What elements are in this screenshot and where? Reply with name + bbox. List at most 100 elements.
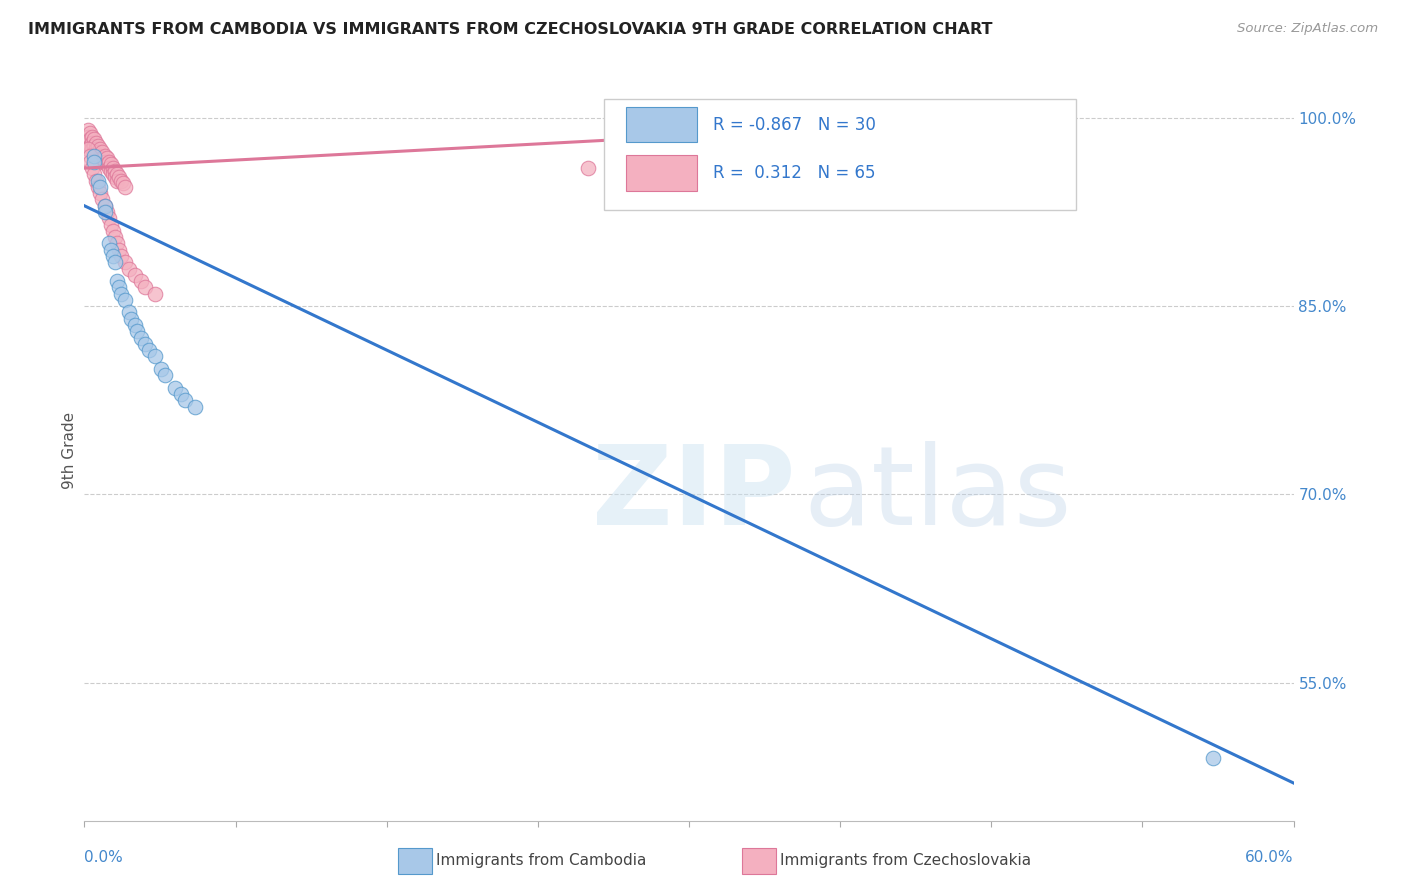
Point [86, 174, 108, 188]
Point [165, 381, 187, 395]
Text: Immigrants from Czechoslovakia: Immigrants from Czechoslovakia [780, 854, 1032, 868]
Point [111, 176, 134, 190]
Point [107, 280, 129, 294]
Point [91, 193, 114, 207]
Point [101, 224, 124, 238]
Point [79, 154, 101, 169]
Point [576, 161, 599, 175]
Point [87, 151, 110, 165]
Point [96, 151, 118, 165]
Point [124, 318, 146, 332]
Point [96, 205, 118, 219]
Point [114, 293, 136, 307]
Point [184, 400, 207, 414]
FancyBboxPatch shape [626, 155, 697, 191]
Point [79, 132, 101, 146]
Text: 0.0%: 0.0% [84, 850, 124, 865]
Text: 60.0%: 60.0% [1246, 850, 1294, 865]
Point [101, 168, 124, 182]
Point [93, 199, 115, 213]
Point [82, 142, 104, 156]
Point [138, 343, 160, 357]
Text: R =  0.312   N = 65: R = 0.312 N = 65 [713, 164, 876, 182]
Point [143, 349, 166, 363]
Point [83, 138, 105, 153]
Point [97, 161, 120, 175]
Point [91, 145, 114, 159]
Point [93, 148, 115, 162]
Point [79, 126, 101, 140]
Point [93, 154, 115, 169]
Point [1202, 751, 1225, 765]
Point [101, 249, 124, 263]
Point [107, 243, 129, 257]
Point [79, 138, 101, 153]
Point [110, 249, 132, 263]
Point [86, 142, 108, 156]
Point [170, 387, 193, 401]
Point [124, 268, 146, 282]
Point [82, 136, 104, 150]
Text: atlas: atlas [804, 442, 1073, 549]
Point [100, 218, 122, 232]
Point [93, 205, 115, 219]
Point [82, 129, 104, 144]
Point [104, 169, 127, 184]
Point [105, 274, 128, 288]
Point [79, 148, 101, 162]
Point [114, 180, 136, 194]
Point [93, 199, 115, 213]
Point [86, 148, 108, 162]
Point [110, 174, 132, 188]
Point [83, 148, 105, 162]
Point [100, 157, 122, 171]
Point [89, 186, 111, 201]
Point [129, 330, 152, 344]
Point [83, 154, 105, 169]
Point [129, 274, 152, 288]
FancyBboxPatch shape [626, 107, 697, 143]
Text: IMMIGRANTS FROM CAMBODIA VS IMMIGRANTS FROM CZECHOSLOVAKIA 9TH GRADE CORRELATION: IMMIGRANTS FROM CAMBODIA VS IMMIGRANTS F… [28, 22, 993, 37]
Point [86, 136, 108, 150]
Point [110, 286, 132, 301]
Point [149, 362, 172, 376]
Point [143, 286, 166, 301]
Point [77, 129, 100, 144]
Point [77, 142, 100, 156]
Point [104, 255, 127, 269]
Point [120, 311, 142, 326]
Point [100, 163, 122, 178]
Point [107, 169, 129, 184]
Point [118, 261, 141, 276]
Point [104, 230, 127, 244]
Point [105, 236, 128, 251]
Point [153, 368, 176, 383]
Point [96, 157, 118, 171]
Point [134, 280, 156, 294]
Point [105, 168, 128, 182]
Text: Source: ZipAtlas.com: Source: ZipAtlas.com [1237, 22, 1378, 36]
Point [125, 324, 148, 338]
Point [89, 154, 111, 169]
Point [97, 211, 120, 226]
Point [83, 145, 105, 159]
Point [87, 174, 110, 188]
Point [91, 151, 114, 165]
Point [87, 145, 110, 159]
Point [87, 180, 110, 194]
Point [114, 255, 136, 269]
FancyBboxPatch shape [605, 99, 1076, 210]
Point [97, 236, 120, 251]
Text: Immigrants from Cambodia: Immigrants from Cambodia [436, 854, 647, 868]
Point [89, 148, 111, 162]
Point [83, 168, 105, 182]
Text: ZIP: ZIP [592, 442, 796, 549]
Y-axis label: 9th Grade: 9th Grade [62, 412, 77, 489]
Text: R = -0.867   N = 30: R = -0.867 N = 30 [713, 116, 876, 134]
Point [89, 180, 111, 194]
Point [105, 174, 128, 188]
Point [77, 123, 100, 137]
Point [134, 336, 156, 351]
Point [174, 393, 197, 408]
Point [104, 163, 127, 178]
